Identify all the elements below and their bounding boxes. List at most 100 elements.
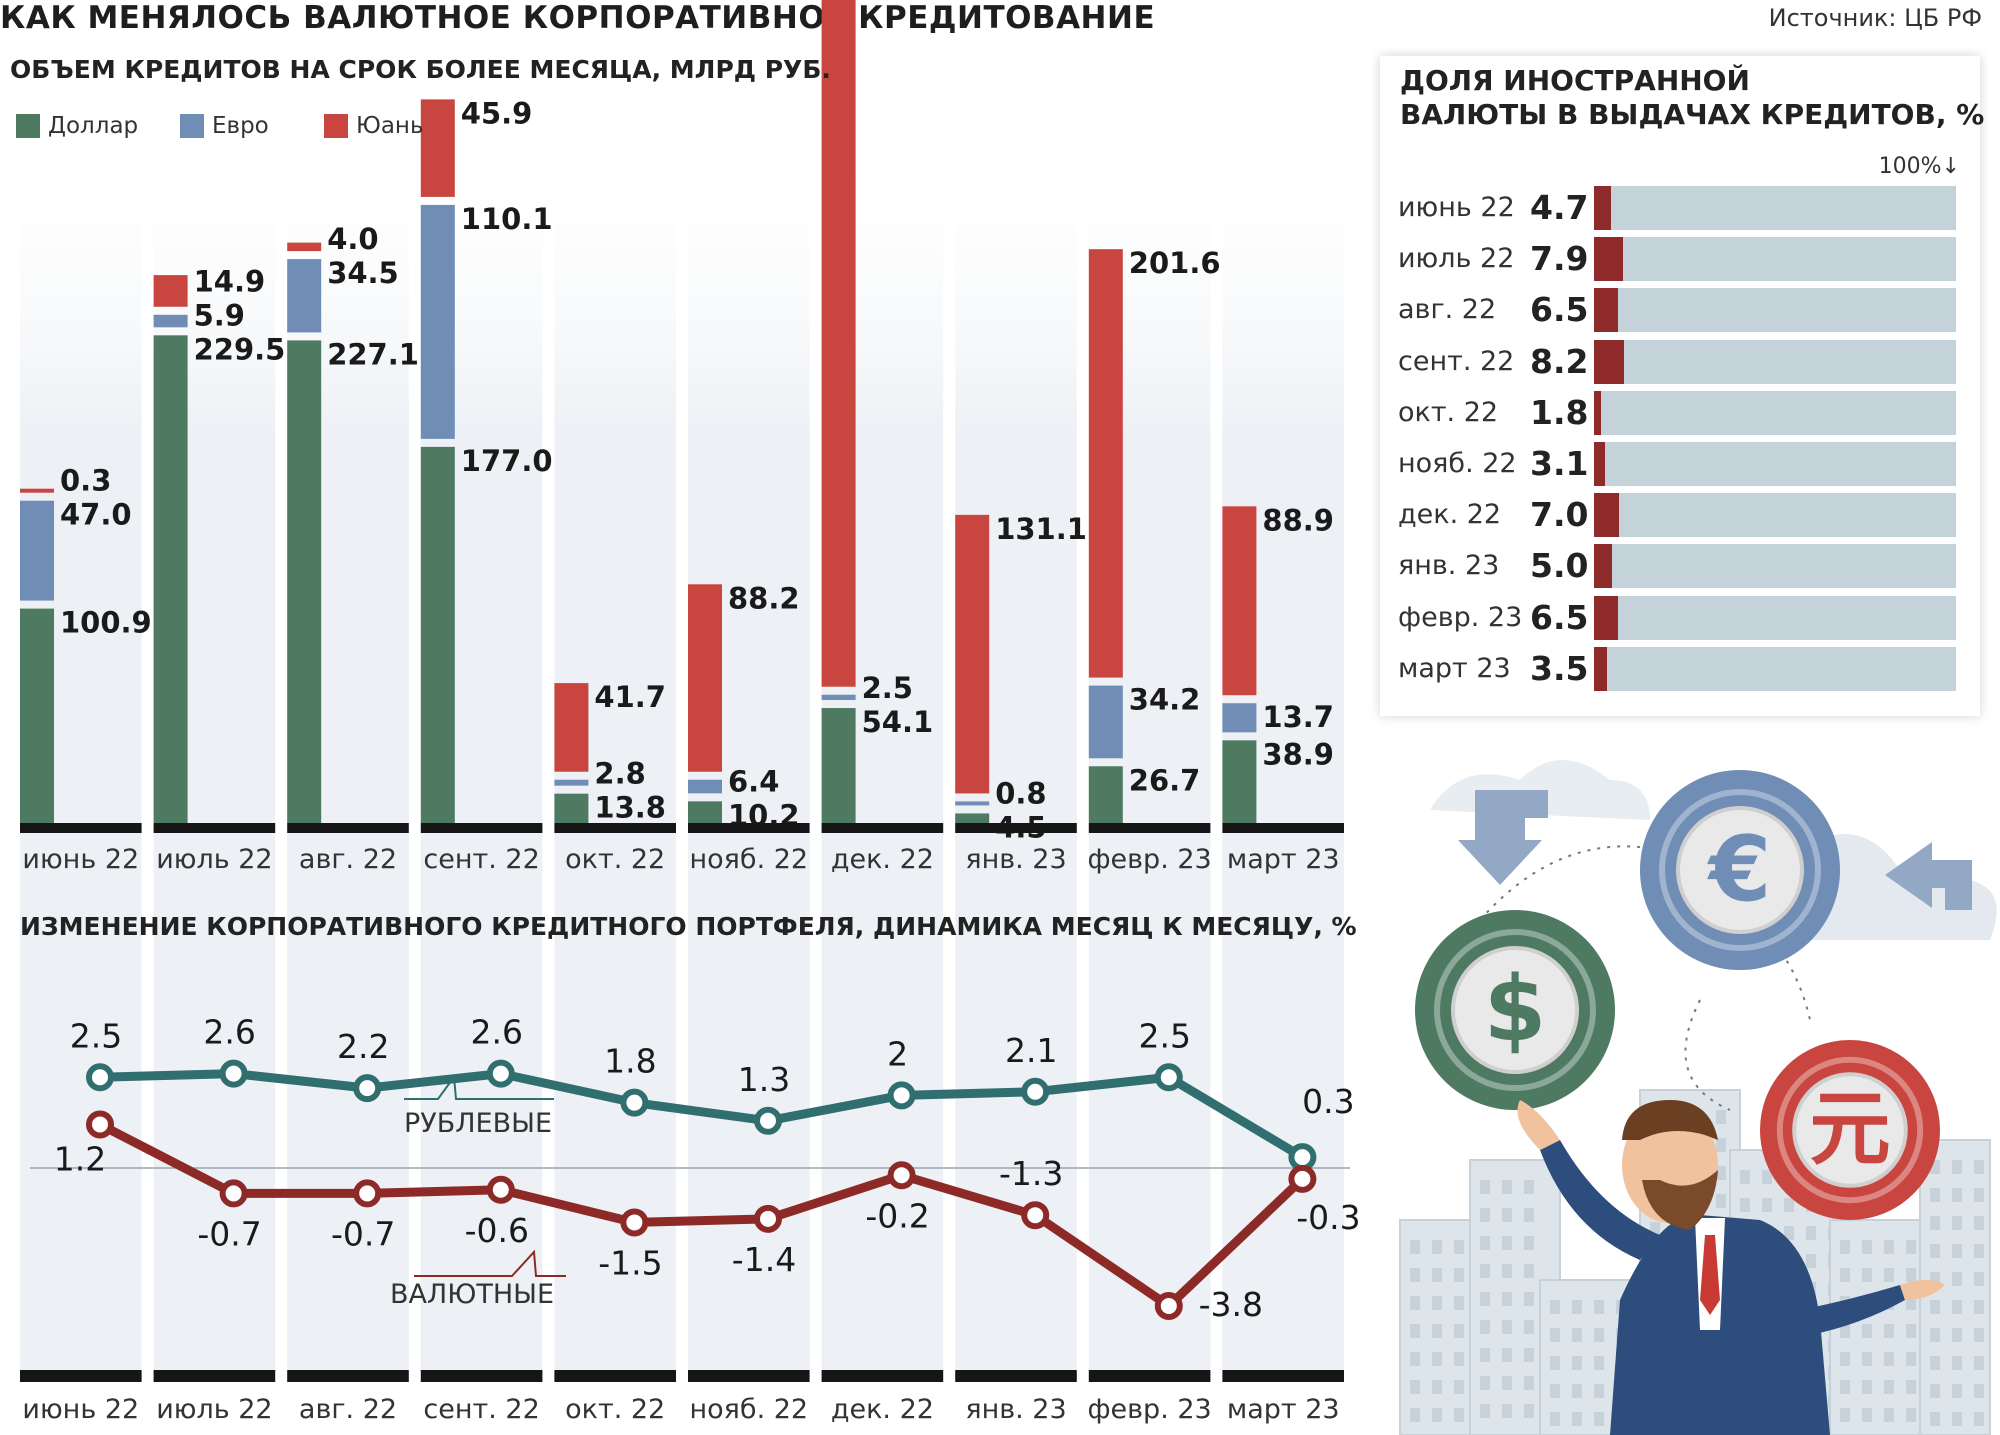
share-value-label: 3.1 bbox=[1530, 444, 1589, 483]
fx-point bbox=[1288, 1164, 1317, 1193]
fx-label: 1.2 bbox=[54, 1139, 106, 1178]
bar-chart-title: ОБЪЕМ КРЕДИТОВ НА СРОК БОЛЕЕ МЕСЯЦА, МЛР… bbox=[10, 55, 831, 84]
share-track bbox=[1594, 544, 1956, 589]
yuan-coin-symbol: 元 bbox=[1809, 1083, 1890, 1177]
line-axis-segment bbox=[287, 1370, 409, 1382]
bar-category-label: нояб. 22 bbox=[690, 844, 809, 875]
window-icon bbox=[1930, 1300, 1940, 1314]
bar-label-yuan: 45.9 bbox=[461, 96, 533, 130]
window-icon bbox=[1974, 1160, 1984, 1174]
window-icon bbox=[1480, 1180, 1490, 1194]
share-month-label: сент. 22 bbox=[1398, 345, 1515, 377]
window-icon bbox=[1840, 1240, 1850, 1254]
window-icon bbox=[1784, 1226, 1794, 1240]
share-track bbox=[1594, 390, 1956, 435]
bar-label-yuan: 14.9 bbox=[194, 264, 266, 298]
window-icon bbox=[1952, 1412, 1962, 1426]
bar-dollar bbox=[554, 793, 589, 823]
window-icon bbox=[1862, 1408, 1872, 1422]
line-category-label: июнь 22 bbox=[22, 1394, 139, 1425]
window-icon bbox=[1502, 1236, 1512, 1250]
bar-axis-segment bbox=[153, 823, 276, 833]
window-icon bbox=[1524, 1292, 1534, 1306]
window-icon bbox=[1594, 1412, 1604, 1426]
fx-label: -0.3 bbox=[1296, 1198, 1360, 1237]
window-icon bbox=[1454, 1240, 1464, 1254]
bar-label-dollar: 229.5 bbox=[194, 332, 286, 366]
dotted-connector bbox=[1699, 879, 1811, 1021]
window-icon bbox=[1432, 1240, 1442, 1254]
window-icon bbox=[1884, 1324, 1894, 1338]
window-icon bbox=[1930, 1160, 1940, 1174]
window-icon bbox=[1432, 1324, 1442, 1338]
window-icon bbox=[1784, 1198, 1794, 1212]
window-icon bbox=[1974, 1272, 1984, 1286]
bar-dollar bbox=[20, 608, 54, 823]
bar-axis-segment bbox=[287, 823, 409, 833]
foreign-share-panel: ДОЛЯ ИНОСТРАННОЙ ВАЛЮТЫ В ВЫДАЧАХ КРЕДИТ… bbox=[1380, 56, 1984, 716]
window-icon bbox=[1762, 1198, 1772, 1212]
window-icon bbox=[1454, 1296, 1464, 1310]
window-icon bbox=[1862, 1240, 1872, 1254]
window-icon bbox=[1594, 1384, 1604, 1398]
window-icon bbox=[1952, 1300, 1962, 1314]
line-axis-segment bbox=[1088, 1370, 1211, 1382]
window-icon bbox=[1480, 1376, 1490, 1390]
hand-left bbox=[1517, 1100, 1560, 1150]
window-icon bbox=[1952, 1384, 1962, 1398]
window-icon bbox=[1740, 1170, 1750, 1184]
window-icon bbox=[1884, 1380, 1894, 1394]
window-icon bbox=[1572, 1356, 1582, 1370]
bar-label-euro: 34.2 bbox=[1129, 683, 1201, 717]
window-icon bbox=[1840, 1324, 1850, 1338]
legend-dollar-swatch bbox=[16, 114, 40, 138]
window-icon bbox=[1410, 1352, 1420, 1366]
bar-dollar bbox=[287, 340, 322, 823]
share-track bbox=[1594, 237, 1956, 282]
beard bbox=[1642, 1170, 1718, 1230]
window-icon bbox=[1480, 1320, 1490, 1334]
window-icon bbox=[1480, 1348, 1490, 1362]
dotted-connector bbox=[1684, 999, 1731, 1111]
bar-euro bbox=[287, 259, 322, 333]
bar-yuan bbox=[20, 488, 54, 493]
rub-label: 2.5 bbox=[70, 1016, 122, 1055]
window-icon bbox=[1502, 1264, 1512, 1278]
bar-category-label: март 23 bbox=[1227, 844, 1340, 875]
bar-dollar bbox=[1088, 766, 1123, 823]
share-month-label: июль 22 bbox=[1398, 243, 1515, 275]
fx-label: -1.3 bbox=[999, 1154, 1063, 1193]
window-icon bbox=[1716, 1110, 1726, 1124]
bar-euro bbox=[20, 500, 54, 601]
fx-label: -1.4 bbox=[732, 1240, 796, 1279]
share-track bbox=[1594, 442, 1956, 486]
bar-label-yuan: 41.7 bbox=[594, 680, 666, 714]
window-icon bbox=[1740, 1198, 1750, 1212]
bar-label-euro: 5.9 bbox=[194, 298, 245, 332]
share-value-label: 8.2 bbox=[1530, 341, 1589, 381]
window-icon bbox=[1930, 1244, 1940, 1258]
bar-dollar bbox=[420, 446, 455, 823]
window-icon bbox=[1716, 1166, 1726, 1180]
rub-point bbox=[219, 1059, 248, 1088]
window-icon bbox=[1550, 1412, 1560, 1426]
window-icon bbox=[1840, 1408, 1850, 1422]
suit-arm-right bbox=[1800, 1285, 1905, 1335]
suit-arm-left bbox=[1540, 1140, 1660, 1260]
rub-label: 2.6 bbox=[203, 1013, 255, 1052]
share-value-label: 6.5 bbox=[1530, 597, 1589, 637]
share-value-label: 7.0 bbox=[1530, 495, 1589, 535]
bar-euro bbox=[153, 314, 188, 328]
legend-yuan-label: Юань bbox=[356, 113, 424, 139]
dollar-coin-ring bbox=[1434, 929, 1596, 1091]
legend-euro-label: Евро bbox=[212, 113, 269, 139]
bar-yuan bbox=[821, 0, 856, 687]
line-category-label: окт. 22 bbox=[565, 1394, 665, 1425]
fx-label: -0.6 bbox=[465, 1211, 529, 1250]
share-month-label: янв. 23 bbox=[1398, 550, 1500, 582]
bar-category-label: авг. 22 bbox=[299, 844, 397, 875]
share-fill-bar bbox=[1594, 646, 1607, 691]
bar-euro bbox=[1222, 703, 1257, 733]
bar-axis-segment bbox=[420, 823, 543, 833]
